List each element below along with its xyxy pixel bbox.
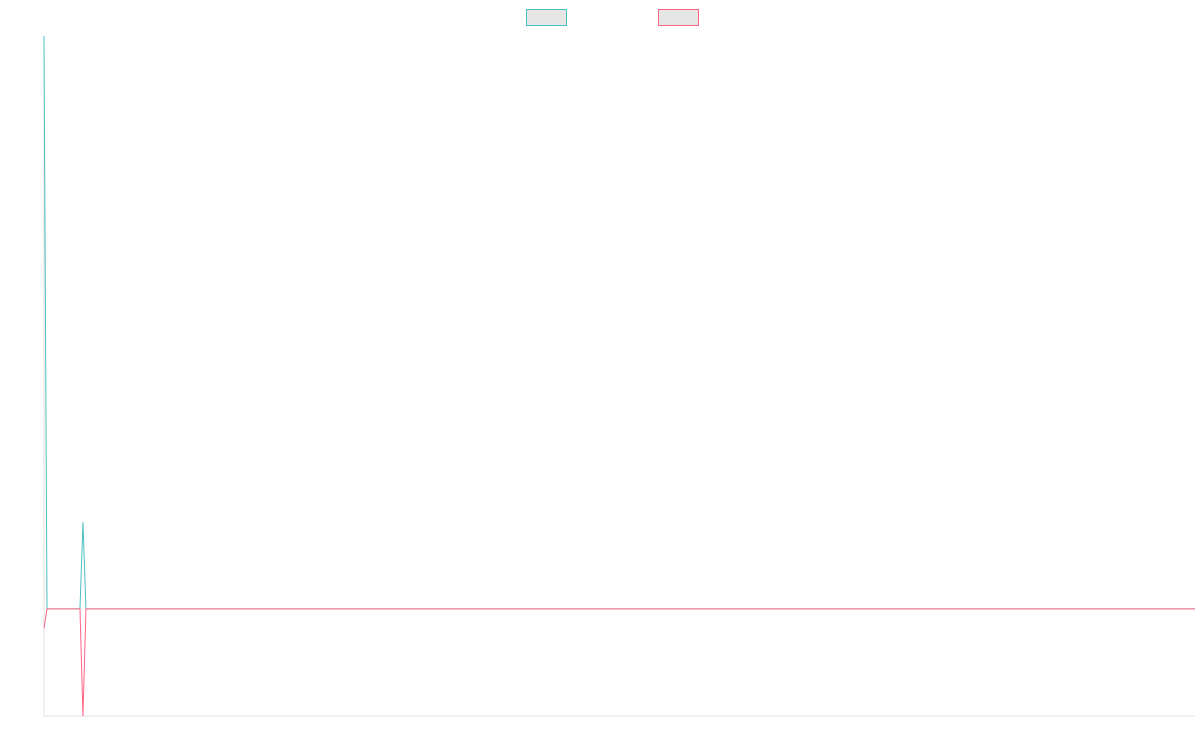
legend-swatch: [658, 9, 699, 26]
legend-swatch: [526, 9, 567, 26]
series-line: [43, 608, 1195, 717]
series-line: [43, 35, 1195, 610]
